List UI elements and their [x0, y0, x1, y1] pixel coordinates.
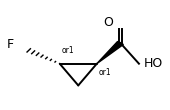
Text: or1: or1	[98, 68, 111, 77]
Text: or1: or1	[61, 46, 74, 55]
Text: O: O	[104, 16, 114, 29]
Text: F: F	[7, 38, 14, 51]
Polygon shape	[97, 42, 123, 64]
Text: HO: HO	[144, 57, 163, 70]
